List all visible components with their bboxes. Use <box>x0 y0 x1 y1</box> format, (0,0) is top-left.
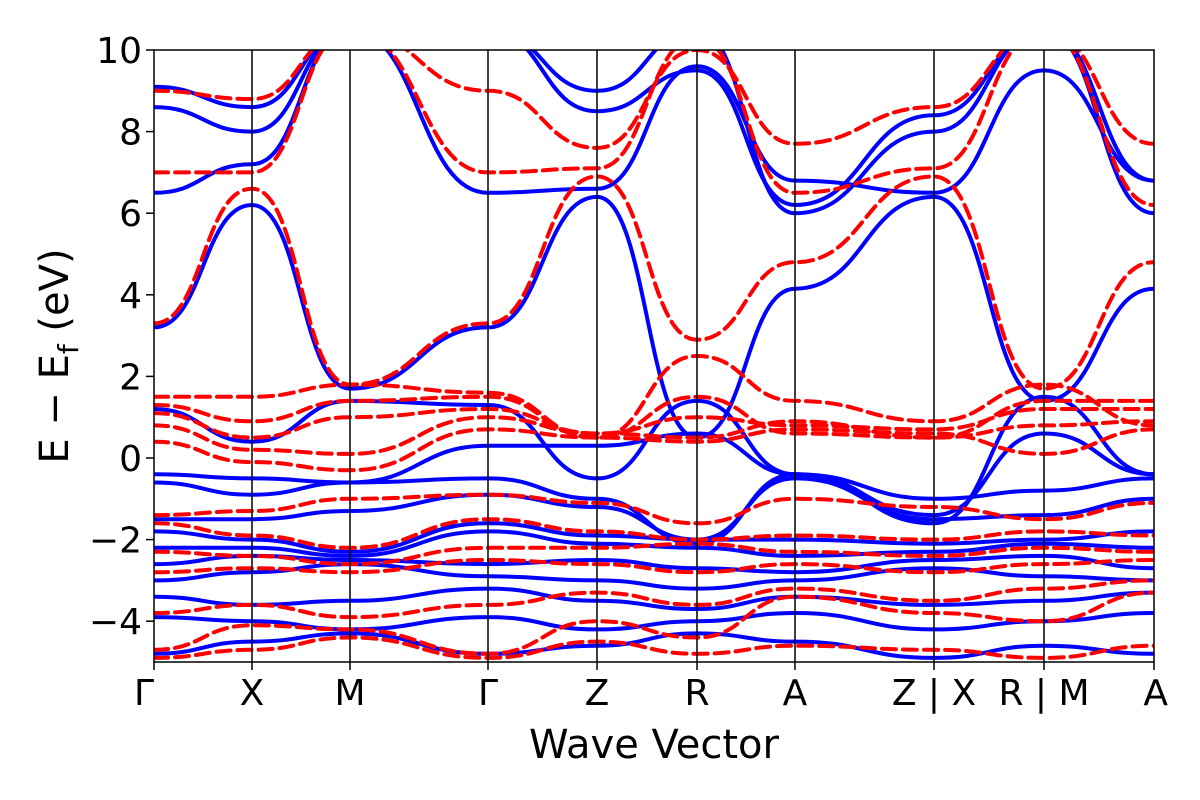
dashed-band-line <box>154 541 1154 567</box>
solid-band-line <box>154 472 1154 546</box>
x-tick-label: Z <box>585 673 610 714</box>
dashed-band-line <box>154 174 1154 391</box>
dashed-band-line <box>154 50 1154 150</box>
x-tick-label: M <box>334 673 365 714</box>
y-tick-label: −4 <box>89 602 142 643</box>
dashed-band-line <box>154 415 1154 456</box>
dashed-band-line <box>154 406 1154 440</box>
dashed-band-line <box>154 394 1154 440</box>
y-axis-title-subscript: f <box>52 343 85 354</box>
dashed-band-line <box>154 590 1154 656</box>
x-tick-label: Γ <box>478 673 498 714</box>
x-axis-ticks: Γ X M Γ Z R A Z | X R | M A <box>134 662 1168 714</box>
dashed-band-line <box>154 578 1154 620</box>
bands-layer <box>154 50 1154 660</box>
x-tick-label: A <box>783 673 808 714</box>
x-tick-label: X <box>240 673 265 714</box>
y-axis-title-unit: (eV) <box>32 248 78 344</box>
y-tick-label: −2 <box>89 521 142 562</box>
y-tick-label: 6 <box>119 194 142 235</box>
x-tick-label: R | M <box>998 673 1089 714</box>
dashed-band-line <box>154 635 1154 660</box>
x-tick-label: Γ <box>134 673 154 714</box>
x-tick-label: A <box>1143 673 1168 714</box>
y-tick-label: 8 <box>119 113 142 154</box>
plot-frame <box>153 49 1155 663</box>
dashed-band-line <box>154 427 1154 473</box>
x-axis-title: Wave Vector <box>529 722 780 768</box>
solid-band-line <box>154 521 1154 554</box>
x-tick-label: R <box>684 673 709 714</box>
dashed-band-line <box>154 557 1154 575</box>
solid-band-line <box>154 50 1154 216</box>
solid-band-line <box>154 562 1154 591</box>
dashed-band-line <box>154 517 1154 550</box>
dashed-band-line <box>154 492 1154 526</box>
solid-band-line <box>154 194 1154 440</box>
y-tick-label: 4 <box>119 276 142 317</box>
y-axis-ticks: −4 −2 0 2 4 6 8 10 <box>89 31 154 643</box>
x-tick-label: Z | X <box>892 673 976 714</box>
solid-band-line <box>154 631 1154 660</box>
y-axis-title-main: E − E <box>32 354 78 464</box>
solid-band-line <box>154 586 1154 612</box>
y-tick-label: 10 <box>96 31 142 72</box>
y-axis-title: E − Ef (eV) <box>32 248 85 463</box>
dashed-band-line <box>154 353 1154 440</box>
y-tick-label: 2 <box>119 357 142 398</box>
y-tick-label: 0 <box>119 439 142 480</box>
solid-band-line <box>154 553 1154 575</box>
dashed-band-line <box>154 50 1154 207</box>
kpoint-boundary-lines <box>251 50 1045 662</box>
